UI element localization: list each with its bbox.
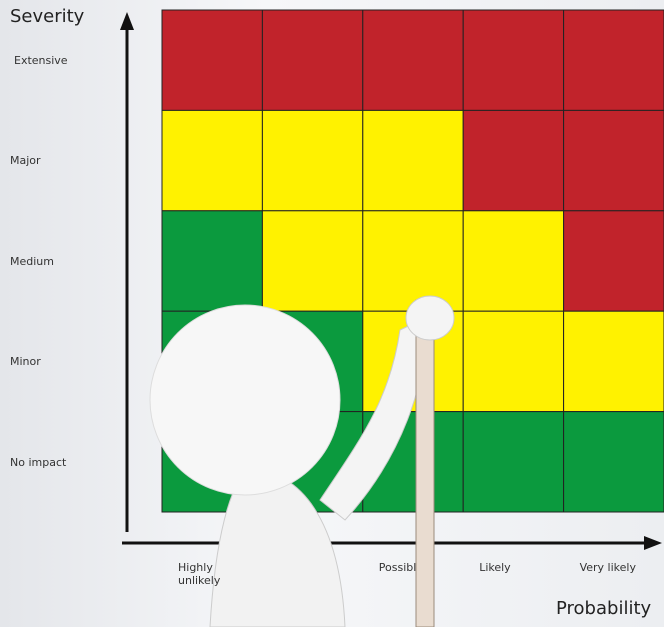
slide: Possible Severity Probability ExtensiveM… (0, 0, 664, 627)
row-label: Extensive (14, 54, 68, 67)
row-label: No impact (10, 456, 66, 469)
x-arrow (644, 536, 662, 550)
cell (463, 10, 563, 110)
cell (463, 110, 563, 210)
cell (162, 110, 262, 210)
column-label: Highly unlikely (178, 561, 240, 587)
column-label: Likely (479, 561, 541, 574)
cell (363, 10, 463, 110)
cell (363, 211, 463, 311)
cell (564, 110, 664, 210)
cell (262, 10, 362, 110)
row-label: Minor (10, 355, 41, 368)
cell (463, 311, 563, 411)
cell (363, 110, 463, 210)
cell (463, 211, 563, 311)
cell (564, 412, 664, 512)
cell (162, 10, 262, 110)
row-label: Medium (10, 255, 54, 268)
cell (564, 311, 664, 411)
column-label: Very likely (580, 561, 642, 574)
x-title: Probability (556, 598, 651, 619)
row-label: Major (10, 154, 41, 167)
cell (463, 412, 563, 512)
y-arrow (120, 12, 134, 30)
cell (162, 211, 262, 311)
cell (262, 211, 362, 311)
cell (564, 10, 664, 110)
cell (262, 110, 362, 210)
matrix (0, 0, 664, 627)
cell (564, 211, 664, 311)
y-title: Severity (10, 6, 84, 27)
